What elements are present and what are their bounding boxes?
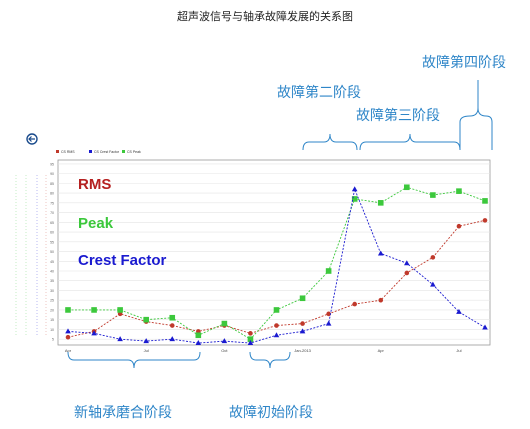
stage-label-initial: 故障初始阶段 [229, 405, 313, 421]
point-crest [91, 330, 97, 336]
x-tick-label: Jul [144, 348, 149, 353]
point-crest [351, 186, 358, 192]
brace-fourth [459, 80, 493, 150]
stage-label-third: 故障第三阶段 [356, 108, 440, 124]
point-peak [143, 316, 149, 323]
y-tick-label: 10 [50, 328, 54, 332]
brace-new-wearin [67, 351, 201, 369]
point-crest [404, 260, 410, 266]
top-legend-swatch [122, 150, 125, 153]
series-layer [65, 184, 488, 346]
y-tick-label: 60 [50, 231, 54, 235]
point-crest [169, 336, 176, 342]
point-rms [326, 311, 331, 317]
point-crest [456, 308, 462, 314]
overlay-label-peak: Peak [78, 215, 114, 232]
overlay-label-crest-factor: Crest Factor [78, 252, 167, 269]
top-legend-swatch [89, 150, 92, 153]
stage-label-new-wearin: 新轴承磨合阶段 [74, 405, 172, 421]
series-line-rms [67, 219, 486, 338]
point-rms [274, 323, 279, 328]
point-peak [273, 307, 280, 313]
point-peak [195, 332, 202, 339]
y-tick-label: 50 [50, 250, 54, 254]
point-crest [325, 320, 332, 326]
point-peak [299, 295, 306, 302]
brace-third [359, 133, 461, 151]
point-rms [169, 323, 175, 328]
y-tick-label: 85 [50, 182, 54, 186]
back-arrow-icon[interactable] [26, 133, 38, 145]
y-tick-label: 25 [50, 299, 54, 303]
y-tick-label: 75 [50, 201, 54, 205]
overlay-label-rms: RMS [78, 176, 112, 193]
x-tick-label: Apr [378, 348, 385, 353]
point-crest [195, 340, 202, 346]
point-peak [404, 184, 410, 191]
plot-frame [57, 159, 491, 346]
point-peak [221, 320, 228, 327]
grid-layer [58, 163, 490, 340]
point-crest [482, 324, 488, 330]
y-tick-label: 15 [50, 318, 54, 322]
point-rms [430, 255, 436, 260]
top-legend-label: CS RMS [61, 150, 75, 154]
top-legend-swatch [56, 150, 59, 153]
top-legend-label: CS Peak [127, 150, 141, 154]
brace-second [302, 133, 358, 151]
point-peak [430, 192, 436, 198]
point-crest [430, 281, 436, 287]
y-tick-label: 90 [50, 172, 54, 176]
y-tick-label: 95 [50, 162, 54, 166]
point-crest [221, 338, 228, 344]
x-tick-label: Jul [456, 348, 461, 353]
y-tick-label: 65 [50, 221, 54, 225]
point-rms [248, 331, 253, 336]
brace-layer [67, 80, 493, 369]
chart-title: 超声波信号与轴承故障发展的关系图 [177, 10, 353, 23]
y-tick-label: 20 [50, 308, 54, 312]
point-peak [91, 307, 97, 313]
axes-layer: 5 10 15 20 25 30 35 40 45 50 55 60 65 70 75 80 85 90 95 Apr… [15, 150, 491, 353]
point-peak [482, 198, 488, 204]
x-tick-label: Jan-2013 [294, 348, 311, 353]
point-crest [65, 328, 71, 334]
point-crest [117, 336, 123, 342]
y-tick-label: 80 [50, 192, 54, 196]
point-peak [65, 307, 71, 313]
point-crest [143, 338, 149, 344]
x-tick-label: Apr [65, 348, 72, 353]
y-tick-label: 55 [50, 240, 54, 244]
y-tick-label: 30 [50, 289, 54, 293]
x-tick-label: Oct [221, 348, 228, 353]
point-rms [300, 321, 305, 326]
y-tick-label: 45 [50, 260, 54, 264]
y-tick-label: 5 [52, 338, 54, 342]
point-peak [117, 307, 123, 313]
point-rms [482, 218, 488, 223]
point-crest [273, 332, 280, 338]
point-crest [377, 250, 384, 256]
point-peak [351, 196, 358, 202]
point-peak [169, 314, 176, 321]
point-rms [456, 223, 462, 229]
y-tick-label: 35 [50, 279, 54, 283]
point-rms [352, 301, 357, 307]
point-peak [456, 188, 462, 194]
brace-initial [249, 351, 291, 369]
point-rms [404, 270, 410, 276]
point-peak [325, 268, 332, 274]
point-peak [247, 336, 254, 342]
point-peak [377, 200, 384, 206]
point-rms [65, 334, 71, 340]
point-crest [299, 328, 306, 334]
stage-label-second: 故障第二阶段 [277, 85, 361, 101]
stage-label-fourth: 故障第四阶段 [422, 55, 506, 71]
y-tick-label: 40 [50, 270, 54, 274]
point-rms [378, 297, 384, 303]
top-legend-label: CS Crest Factor [94, 150, 120, 154]
point-crest [247, 340, 254, 346]
y-tick-label: 70 [50, 211, 54, 215]
